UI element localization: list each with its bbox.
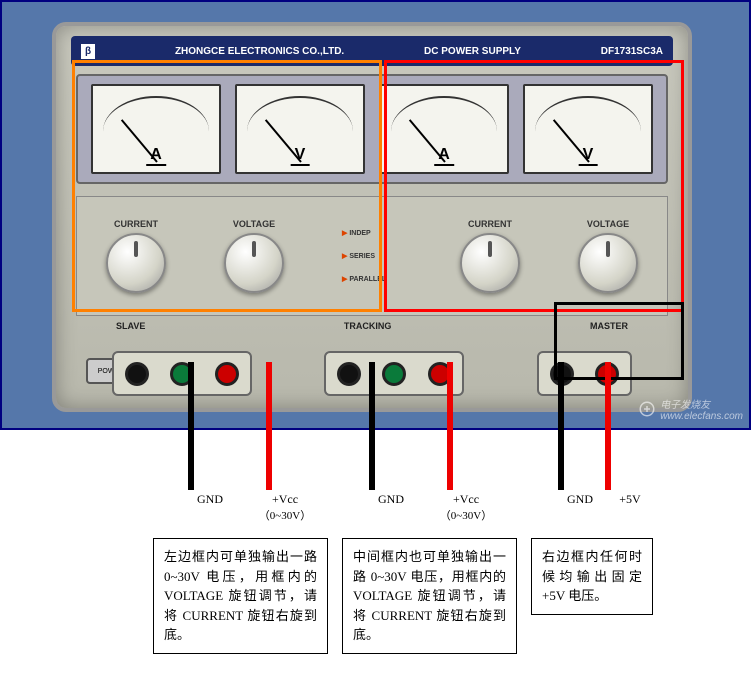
cable-3 — [447, 362, 453, 490]
overlay-right-red-box — [384, 60, 684, 312]
terminal-group-master — [324, 351, 464, 396]
photo-background: β ZHONGCE ELECTRONICS CO.,LTD. DC POWER … — [0, 0, 751, 430]
brand-text: ZHONGCE ELECTRONICS CO.,LTD. — [175, 46, 344, 57]
watermark: 电子发烧友www.elecfans.com — [638, 396, 743, 422]
model-text: DF1731SC3A — [601, 46, 663, 57]
cable-label-3: +Vcc（0~30V） — [431, 492, 501, 523]
cable-label-5: +5V — [595, 492, 665, 507]
description-left: 左边框内可单独输出一路 0~30V 电压，用框内的 VOLTAGE 旋钮调节，请… — [153, 538, 328, 654]
terminal-master-neg[interactable] — [337, 362, 361, 386]
terminal-master-gnd[interactable] — [382, 362, 406, 386]
brand-logo: β — [81, 44, 95, 59]
cable-0 — [188, 362, 194, 490]
cable-5 — [605, 362, 611, 490]
cable-label-1: +Vcc（0~30V） — [250, 492, 320, 523]
product-text: DC POWER SUPPLY — [424, 46, 521, 57]
watermark-icon — [638, 400, 656, 418]
cable-4 — [558, 362, 564, 490]
overlay-left-orange-box — [72, 60, 382, 312]
terminal-group-slave — [112, 351, 252, 396]
cable-2 — [369, 362, 375, 490]
overlay-fixed-black-box — [554, 302, 684, 380]
description-right: 右边框内任何时候均输出固定 +5V 电压。 — [531, 538, 653, 615]
terminal-slave-neg[interactable] — [125, 362, 149, 386]
terminal-slave-pos[interactable] — [215, 362, 239, 386]
cable-1 — [266, 362, 272, 490]
description-mid: 中间框内也可单独输出一路 0~30V 电压，用框内的 VOLTAGE 旋钮调节，… — [342, 538, 517, 654]
cable-label-0: GND — [175, 492, 245, 507]
cable-label-2: GND — [356, 492, 426, 507]
